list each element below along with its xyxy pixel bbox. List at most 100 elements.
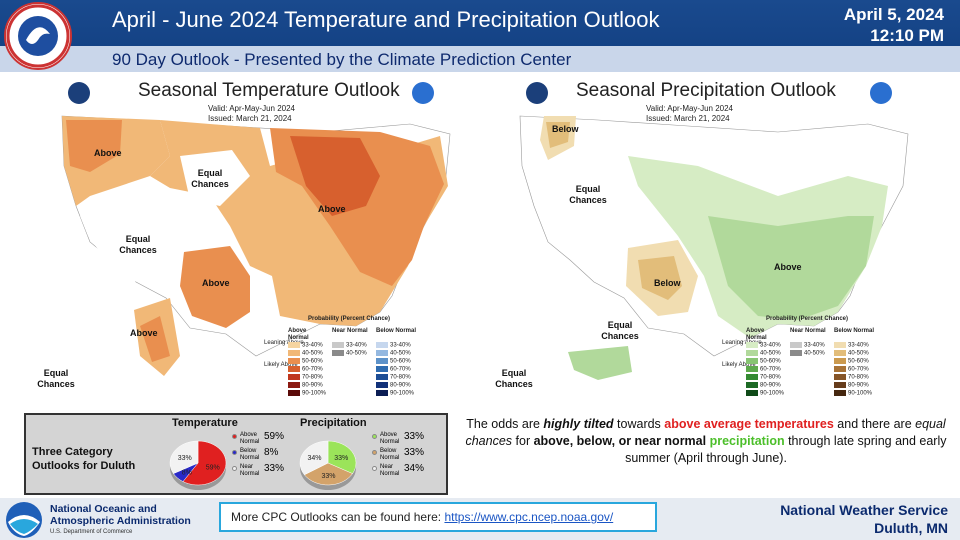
legend-swatch	[834, 366, 846, 372]
legend-range: 50-60%	[848, 358, 869, 365]
pie-slice	[169, 440, 199, 474]
legend-range: 90-100%	[390, 390, 415, 397]
legend-range: 33-40%	[302, 342, 323, 349]
temp-issued: Issued: March 21, 2024	[208, 114, 292, 123]
pie-legend-dot	[232, 450, 237, 455]
precip-legend: Probability (Percent Chance) Leaning Abo…	[722, 316, 874, 397]
legend-swatch	[376, 390, 388, 396]
legend-swatch	[288, 382, 300, 388]
legend-row: 40-50%	[288, 350, 328, 358]
precip-label-equal-hi: Equal Chances	[495, 368, 533, 389]
legend-swatch	[288, 390, 300, 396]
legend-range: 50-60%	[760, 358, 781, 365]
pie-legend-value: 33%	[404, 431, 425, 442]
duluth-label: Three Category Outlooks for Duluth	[32, 446, 136, 472]
legend-range: 40-50%	[302, 350, 323, 357]
pie-slice-label: 33%	[178, 455, 192, 462]
temp-label-above-sw: Above	[202, 278, 230, 288]
pie-legend-row: Below Normal 8%	[232, 447, 292, 463]
msg-precip: precipitation	[709, 434, 785, 448]
pie-slice-label: 33%	[334, 455, 348, 462]
legend-range: 60-70%	[302, 366, 323, 373]
legend-range: 90-100%	[760, 390, 785, 397]
msg-equal: equal chances	[465, 417, 946, 448]
precip-legend-above-col: Above Normal 33-40% 40-50% 50-60% 60-70% 70-8…	[746, 328, 786, 398]
pie-legend-dot	[372, 466, 377, 471]
pie-legend-row: Above Normal 33%	[372, 431, 432, 447]
precip-legend-title: Probability (Percent Chance)	[765, 316, 849, 322]
precip-map-title: Seasonal Precipitation Outlook	[576, 80, 836, 101]
temp-label-equal-w: Equal Chances	[119, 234, 157, 255]
legend-row: 90-100%	[834, 390, 874, 398]
legend-swatch	[746, 342, 758, 348]
legend-swatch	[790, 350, 802, 356]
legend-row: 33-40%	[834, 342, 874, 350]
legend-row: 40-50%	[376, 350, 416, 358]
legend-swatch	[834, 358, 846, 364]
legend-row: 33-40%	[288, 342, 328, 350]
temp-valid: Valid: Apr-May-Jun 2024	[208, 104, 296, 113]
pie-slice	[182, 440, 227, 486]
legend-row: 60-70%	[834, 366, 874, 374]
legend-likely-above: Likely Above	[264, 362, 298, 368]
duluth-precip-title: Precipitation	[300, 417, 367, 429]
pie-legend-value: 33%	[264, 463, 285, 474]
legend-range: 70-80%	[848, 374, 869, 381]
legend-swatch	[376, 350, 388, 356]
legend-row: 50-60%	[746, 358, 786, 366]
legend-range: 70-80%	[760, 374, 781, 381]
legend-row: 40-50%	[834, 350, 874, 358]
legend-row: 50-60%	[834, 358, 874, 366]
duluth-outlook-box: Three Category Outlooks for Duluth Tempe…	[24, 413, 448, 495]
precip-label-equal-w: Equal Chances	[569, 184, 607, 205]
legend-range: 50-60%	[390, 358, 411, 365]
legend-swatch	[288, 366, 300, 372]
msg-text: through late spring and early summer (Ap…	[625, 434, 947, 465]
page-title: April - June 2024 Temperature and Precip…	[112, 7, 660, 32]
legend-swatch	[746, 374, 758, 380]
temperature-outlook-panel: Seasonal Temperature Outlook Valid: Apr-…	[20, 76, 490, 402]
legend-swatch	[746, 358, 758, 364]
date-time: April 5, 2024 12:10 PM	[844, 4, 944, 46]
legend-leaning-above: Leaning Above	[264, 340, 304, 346]
pie-legend-name: Above Normal	[240, 432, 260, 445]
legend-range: 70-80%	[302, 374, 323, 381]
legend-row: 33-40%	[376, 342, 416, 350]
legend-swatch	[834, 374, 846, 380]
legend-swatch	[834, 390, 846, 396]
precip-label-equal-ak: Equal Chances	[601, 320, 639, 341]
noaa-name-line2: Atmospheric Administration	[50, 515, 191, 527]
legend-range: 60-70%	[848, 366, 869, 373]
legend-row: 80-90%	[376, 382, 416, 390]
legend-range: 40-50%	[804, 350, 825, 357]
legend-range: 80-90%	[302, 382, 323, 389]
legend-swatch	[834, 382, 846, 388]
temp-pie-legend: Above Normal 59% Below Normal 8% Near Normal…	[232, 431, 292, 479]
temp-map	[61, 115, 451, 376]
commerce-seal-icon	[68, 82, 90, 104]
msg-text: for	[512, 434, 534, 448]
legend-range: 40-50%	[760, 350, 781, 357]
legend-row: 80-90%	[834, 382, 874, 390]
legend-range: 90-100%	[302, 390, 327, 397]
precipitation-outlook-panel: Seasonal Precipitation Outlook Valid: Ap…	[478, 76, 948, 402]
cpc-link[interactable]: https://www.cpc.ncep.noaa.gov/	[444, 510, 614, 524]
pie-legend-value: 34%	[404, 463, 425, 474]
legend-swatch	[376, 342, 388, 348]
legend-range: 40-50%	[346, 350, 367, 357]
legend-range: 33-40%	[804, 342, 825, 349]
noaa-seal-icon	[870, 82, 892, 104]
nws-office-location: Duluth, MN	[874, 520, 948, 536]
legend-range: 50-60%	[302, 358, 323, 365]
temp-label-above-nw: Above	[94, 148, 122, 158]
msg-categories: above, below, or near normal	[533, 434, 707, 448]
legend-col-header: Near Normal	[332, 328, 368, 334]
legend-row: 33-40%	[790, 342, 830, 350]
msg-text: The odds are	[466, 417, 544, 431]
legend-range: 33-40%	[760, 342, 781, 349]
nws-name: National Weather Service	[780, 502, 948, 518]
legend-row: 70-80%	[376, 374, 416, 382]
msg-text: and there are	[833, 417, 916, 431]
legend-col-header: Above Normal	[746, 328, 767, 341]
cpc-link-box: More CPC Outlooks can be found here: htt…	[219, 502, 657, 532]
